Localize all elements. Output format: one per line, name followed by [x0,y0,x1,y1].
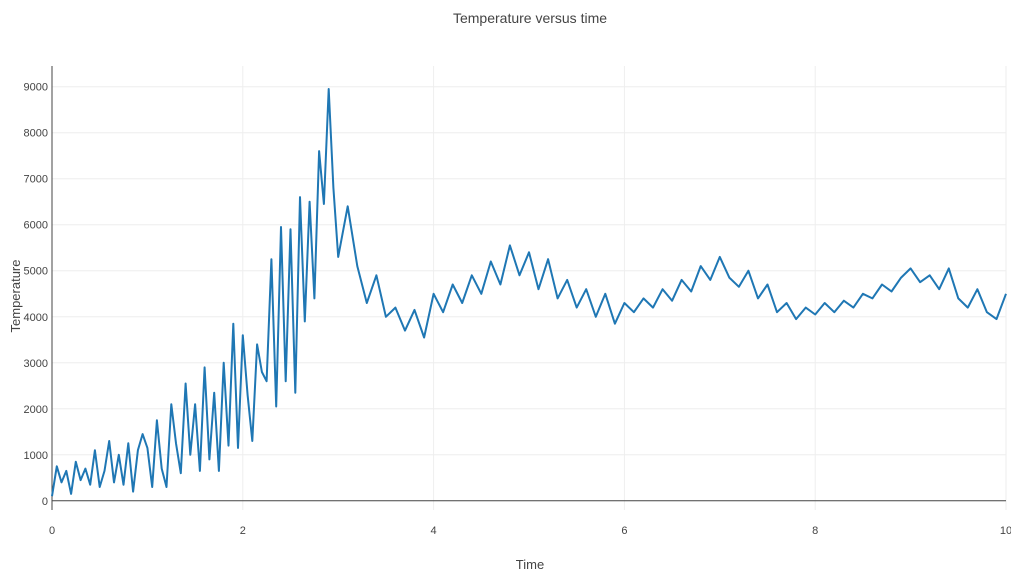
x-tick-label: 4 [431,525,437,537]
y-tick-label: 2000 [24,404,48,416]
x-tick-label: 0 [49,525,55,537]
y-tick-labels: 0 1000 2000 3000 4000 5000 6000 7000 8000 9000 [24,82,48,508]
y-tick-label: 9000 [24,82,48,94]
y-tick-label: 3000 [24,358,48,370]
y-axis-title: Temperature [8,260,23,333]
y-tick-label: 5000 [24,266,48,278]
x-tick-label: 10 [1000,525,1011,537]
x-tick-label: 6 [621,525,627,537]
x-tick-label: 2 [240,525,246,537]
y-tick-label: 1000 [24,450,48,462]
grid-lines [52,66,1007,510]
x-axis-title: Time [516,557,544,570]
series-layer [51,88,1007,497]
y-tick-label: 4000 [24,312,48,324]
axes [51,66,1006,510]
temperature-series-line [51,88,1007,497]
x-tick-label: 8 [812,525,818,537]
y-tick-label: 7000 [24,174,48,186]
y-tick-label: 8000 [24,128,48,140]
chart-title: Temperature versus time [453,10,607,26]
y-tick-label: 0 [42,496,48,508]
y-tick-label: 6000 [24,220,48,232]
x-tick-labels: 0 2 4 6 8 10 [49,525,1011,537]
